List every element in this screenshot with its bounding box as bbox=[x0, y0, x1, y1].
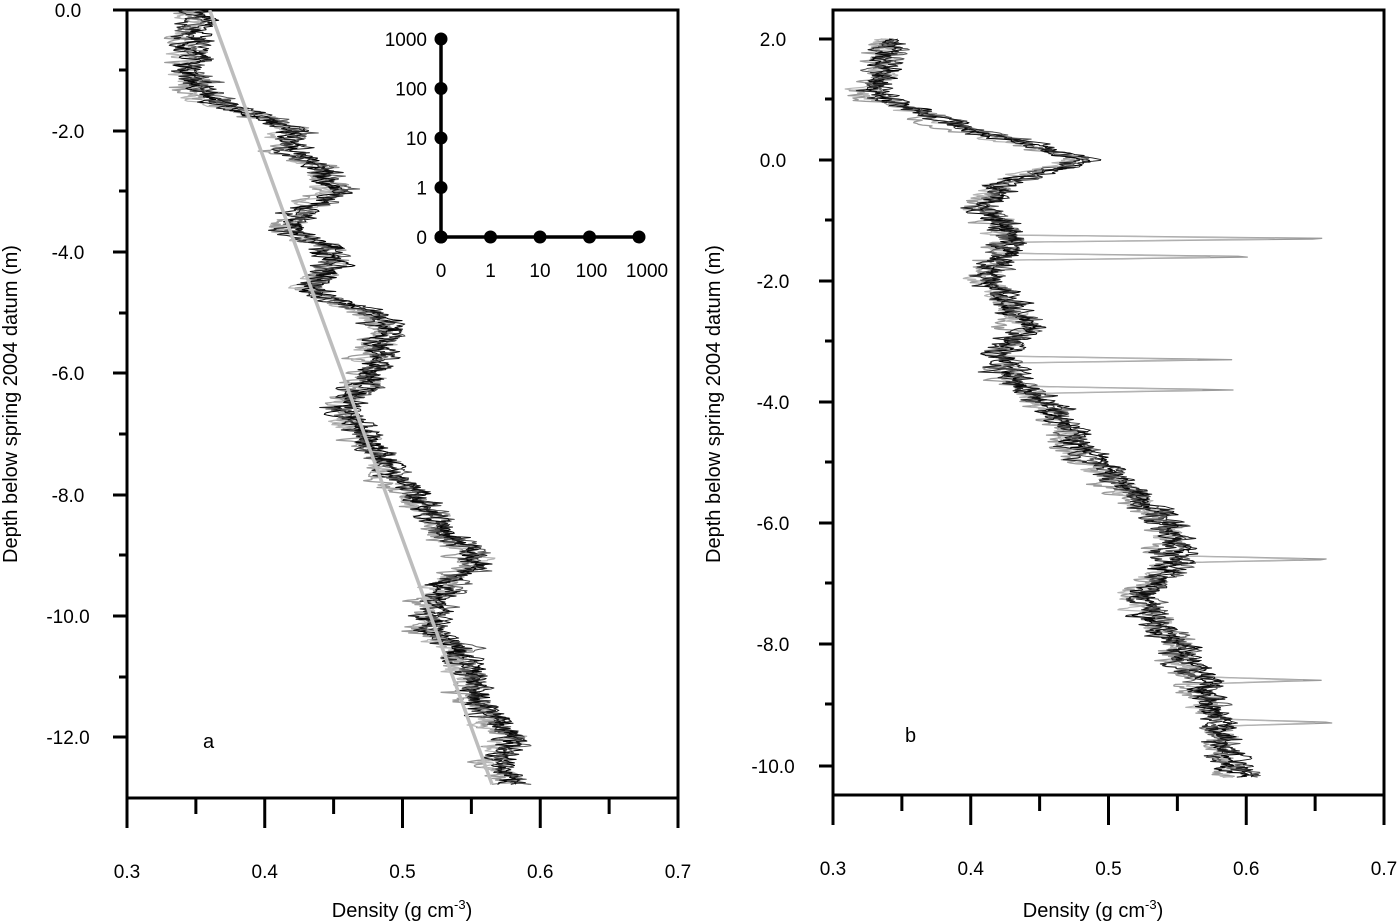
x-tick-label: 0.6 bbox=[527, 862, 553, 883]
x-tick-label: 0.4 bbox=[252, 862, 279, 883]
density-profile-line bbox=[847, 38, 1333, 778]
y-tick-label: 2.0 bbox=[760, 30, 786, 51]
chart-panel-a: 0.3 0.4 0.5 0.6 0.7 0.0 -2.0 -4.0 -6.0 -8.0 -10.0 -… bbox=[0, 1, 691, 922]
inset-point-vertical bbox=[434, 181, 448, 194]
inset-x-label: 0 bbox=[436, 261, 447, 282]
density-profile-line bbox=[174, 10, 532, 785]
y-tick-label: -12.0 bbox=[46, 728, 89, 749]
density-profile-line bbox=[867, 38, 1254, 778]
y-tick-label: -2.0 bbox=[52, 122, 85, 143]
inset-x-label: 100 bbox=[576, 261, 608, 282]
y-tick-label: -10.0 bbox=[46, 607, 89, 628]
x-tick-label: 0.3 bbox=[820, 859, 846, 880]
x-tick-label: 0.5 bbox=[1095, 859, 1121, 880]
inset-point-horizontal bbox=[484, 230, 497, 244]
series-group-b bbox=[844, 38, 1333, 778]
series-group-a bbox=[163, 10, 532, 786]
y-tick-label: -4.0 bbox=[757, 393, 790, 414]
chart-panel-b: 0.3 0.4 0.5 0.6 0.7 2.0 0.0 -2.0 -4.0 -6.0 -8.0 -10… bbox=[703, 8, 1397, 922]
plot-frame-a bbox=[125, 8, 680, 800]
y-tick-label: -4.0 bbox=[52, 243, 85, 264]
x-axis-title-b: Density (g cm-3) bbox=[1023, 897, 1163, 922]
y-tick-label: -6.0 bbox=[757, 514, 790, 535]
inset-x-label: 10 bbox=[529, 261, 550, 282]
y-tick-label: -2.0 bbox=[757, 272, 790, 293]
y-tick-label: 0.0 bbox=[760, 151, 786, 172]
panel-label-a: a bbox=[203, 731, 215, 753]
inset-y-label: 1 bbox=[416, 179, 427, 200]
inset-x-label: 1000 bbox=[626, 261, 668, 282]
inset-point-horizontal bbox=[632, 230, 646, 244]
x-tick-label: 0.5 bbox=[389, 862, 415, 883]
inset-y-label: 1000 bbox=[385, 30, 427, 51]
axis-ticks-a: 0.3 0.4 0.5 0.6 0.7 0.0 -2.0 -4.0 -6.0 -8.0 -10.0 -… bbox=[46, 1, 691, 883]
x-tick-label: 0.7 bbox=[1371, 859, 1397, 880]
inset-y-label: 100 bbox=[395, 80, 427, 101]
y-axis-title-b: Depth below spring 2004 datum (m) bbox=[703, 245, 725, 563]
inset-x-label: 1 bbox=[485, 261, 496, 282]
y-tick-label: -8.0 bbox=[757, 635, 790, 656]
y-tick-label: 0.0 bbox=[55, 1, 81, 22]
plot-frame-b bbox=[831, 8, 1386, 797]
y-tick-label: -6.0 bbox=[52, 364, 85, 385]
x-tick-label: 0.4 bbox=[958, 859, 985, 880]
series-clip bbox=[163, 10, 532, 786]
density-profile-line bbox=[184, 10, 527, 785]
inset-point-vertical bbox=[434, 230, 448, 244]
y-axis-title-a: Depth below spring 2004 datum (m) bbox=[0, 245, 22, 563]
series-clip bbox=[844, 38, 1333, 778]
density-profile-line bbox=[844, 38, 1316, 778]
inset-axes: 0 1 10 100 1000 0 1 10 100 1000 bbox=[385, 30, 668, 282]
inset-y-label: 10 bbox=[406, 129, 427, 150]
x-tick-label: 0.7 bbox=[665, 862, 691, 883]
inset-point-vertical bbox=[434, 32, 448, 46]
x-tick-label: 0.3 bbox=[114, 862, 140, 883]
inset-point-horizontal bbox=[583, 230, 596, 244]
panel-label-b: b bbox=[905, 725, 916, 747]
inset-y-label: 0 bbox=[416, 228, 427, 249]
x-tick-label: 0.6 bbox=[1233, 859, 1259, 880]
y-tick-label: -10.0 bbox=[751, 757, 794, 778]
y-tick-label: -8.0 bbox=[52, 486, 85, 507]
axis-ticks-b: 0.3 0.4 0.5 0.6 0.7 2.0 0.0 -2.0 -4.0 -6.0 -8.0 -10… bbox=[751, 30, 1397, 880]
inset-point-vertical bbox=[434, 131, 448, 145]
inset-point-vertical bbox=[434, 82, 448, 95]
inset-point-horizontal bbox=[533, 230, 547, 244]
trend-line bbox=[208, 10, 494, 785]
x-axis-title-a: Density (g cm-3) bbox=[332, 897, 472, 922]
